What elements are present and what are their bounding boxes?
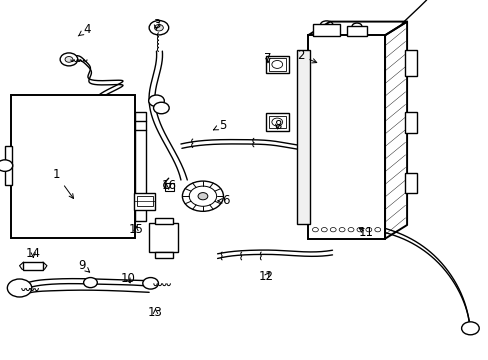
Bar xyxy=(23,262,43,270)
Bar xyxy=(265,56,288,73)
Bar xyxy=(346,26,366,36)
Bar xyxy=(404,173,416,193)
Circle shape xyxy=(7,279,32,297)
Circle shape xyxy=(271,118,282,126)
Circle shape xyxy=(356,228,362,232)
Bar xyxy=(11,95,135,238)
Bar xyxy=(268,58,285,71)
Bar xyxy=(137,196,152,206)
Circle shape xyxy=(154,24,163,31)
Bar xyxy=(297,50,309,224)
Circle shape xyxy=(83,278,97,288)
Circle shape xyxy=(149,21,168,35)
Bar xyxy=(135,112,146,221)
Bar xyxy=(268,116,285,128)
Circle shape xyxy=(65,57,73,62)
Text: 9: 9 xyxy=(78,259,89,272)
Text: 6: 6 xyxy=(217,194,229,207)
Circle shape xyxy=(329,228,335,232)
Circle shape xyxy=(198,193,207,200)
Text: 12: 12 xyxy=(259,270,273,283)
Bar xyxy=(404,112,416,133)
Bar xyxy=(312,24,339,36)
Bar xyxy=(5,146,12,185)
Text: 16: 16 xyxy=(161,179,176,192)
Text: 4: 4 xyxy=(78,23,91,36)
Text: 8: 8 xyxy=(273,119,281,132)
Bar xyxy=(165,183,174,191)
Circle shape xyxy=(142,278,158,289)
Text: 3: 3 xyxy=(152,18,160,31)
Circle shape xyxy=(189,186,216,206)
Circle shape xyxy=(60,53,78,66)
Circle shape xyxy=(148,95,164,107)
Circle shape xyxy=(461,322,478,335)
Circle shape xyxy=(312,228,318,232)
Circle shape xyxy=(374,228,380,232)
Bar xyxy=(149,223,178,252)
Circle shape xyxy=(365,228,371,232)
Text: 13: 13 xyxy=(148,306,163,319)
Text: 14: 14 xyxy=(26,247,41,260)
Bar xyxy=(265,113,288,131)
Text: 15: 15 xyxy=(128,223,143,236)
Text: 2: 2 xyxy=(296,49,316,63)
Circle shape xyxy=(347,228,353,232)
Circle shape xyxy=(0,160,13,171)
Text: 10: 10 xyxy=(121,273,135,285)
Text: 1: 1 xyxy=(52,168,73,198)
Bar xyxy=(155,252,172,258)
Circle shape xyxy=(271,60,282,68)
Text: 11: 11 xyxy=(358,226,372,239)
Bar xyxy=(404,50,416,76)
Circle shape xyxy=(182,181,223,211)
Circle shape xyxy=(153,102,169,114)
Bar xyxy=(155,218,172,224)
Text: 7: 7 xyxy=(264,52,271,65)
Bar xyxy=(307,35,385,239)
Text: 5: 5 xyxy=(213,119,226,132)
Bar xyxy=(134,193,155,210)
Circle shape xyxy=(321,228,326,232)
Circle shape xyxy=(339,228,345,232)
